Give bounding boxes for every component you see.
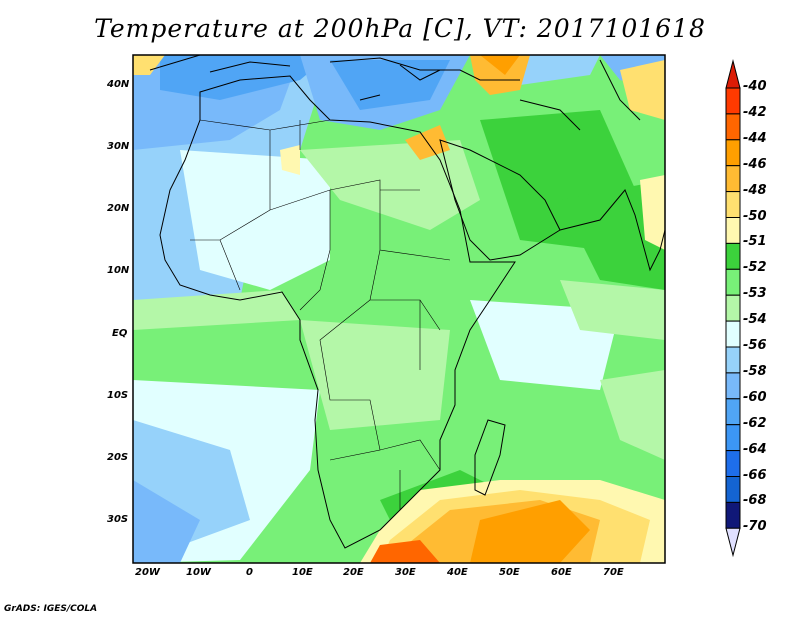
lat-label: 30S — [107, 514, 129, 525]
lon-label: 30E — [395, 567, 416, 578]
colorbar-label: -48 — [743, 183, 767, 198]
colorbar-label: -51 — [743, 234, 767, 249]
temperature-field — [133, 55, 665, 563]
colorbar — [725, 59, 741, 558]
lat-label: 20S — [107, 452, 129, 463]
lon-label: 10E — [292, 567, 313, 578]
lon-label: 50E — [499, 567, 520, 578]
colorbar-box — [725, 165, 741, 193]
colorbar-label: -62 — [743, 416, 767, 431]
colorbar-box — [725, 191, 741, 219]
colorbar-box — [725, 372, 741, 400]
map-frame — [132, 54, 666, 564]
colorbar-box — [725, 294, 741, 322]
colorbar-box — [725, 398, 741, 426]
colorbar-under-triangle — [725, 527, 741, 558]
lat-label: 10S — [107, 390, 129, 401]
lat-label: 40N — [107, 79, 130, 90]
colorbar-label: -46 — [743, 157, 767, 172]
lon-label: 10W — [186, 567, 211, 578]
lat-label: 20N — [107, 203, 130, 214]
colorbar-label: -58 — [743, 364, 767, 379]
colorbar-box — [725, 268, 741, 296]
colorbar-label: -56 — [743, 338, 767, 353]
colorbar-label: -54 — [743, 312, 767, 327]
lat-label: EQ — [112, 328, 128, 339]
colorbar-label: -68 — [743, 493, 767, 508]
colorbar-box — [725, 139, 741, 167]
colorbar-box — [725, 424, 741, 452]
colorbar-box — [725, 113, 741, 141]
colorbar-label: -44 — [743, 131, 767, 146]
colorbar-box — [725, 87, 741, 115]
colorbar-box — [725, 320, 741, 348]
coastlines — [149, 55, 665, 549]
colorbar-label: -52 — [743, 260, 767, 275]
lon-label: 60E — [551, 567, 572, 578]
lat-label: 30N — [107, 141, 130, 152]
lon-label: 20W — [135, 567, 160, 578]
colorbar-label: -53 — [743, 286, 767, 301]
colorbar-box — [725, 476, 741, 503]
colorbar-over-triangle — [725, 59, 741, 89]
colorbar-label: -66 — [743, 468, 767, 483]
colorbar-label: -40 — [743, 79, 767, 94]
colorbar-label: -60 — [743, 390, 767, 405]
colorbar-box — [725, 501, 741, 529]
colorbar-label: -64 — [743, 442, 767, 457]
lon-label: 70E — [603, 567, 624, 578]
lon-label: 40E — [447, 567, 468, 578]
lon-label: 20E — [343, 567, 364, 578]
colorbar-label: -70 — [743, 519, 767, 534]
grads-credit: GrADS: IGES/COLA — [4, 604, 98, 614]
colorbar-label: -42 — [743, 105, 767, 120]
chart-title: Temperature at 200hPa [C], VT: 201710161… — [94, 14, 706, 43]
colorbar-box — [725, 217, 741, 244]
country-borders — [190, 119, 451, 510]
lat-label: 10N — [107, 265, 130, 276]
colorbar-box — [725, 242, 741, 270]
colorbar-box — [725, 450, 741, 478]
colorbar-label: -50 — [743, 209, 767, 224]
lon-label: 0 — [246, 567, 253, 578]
colorbar-box — [725, 346, 741, 374]
